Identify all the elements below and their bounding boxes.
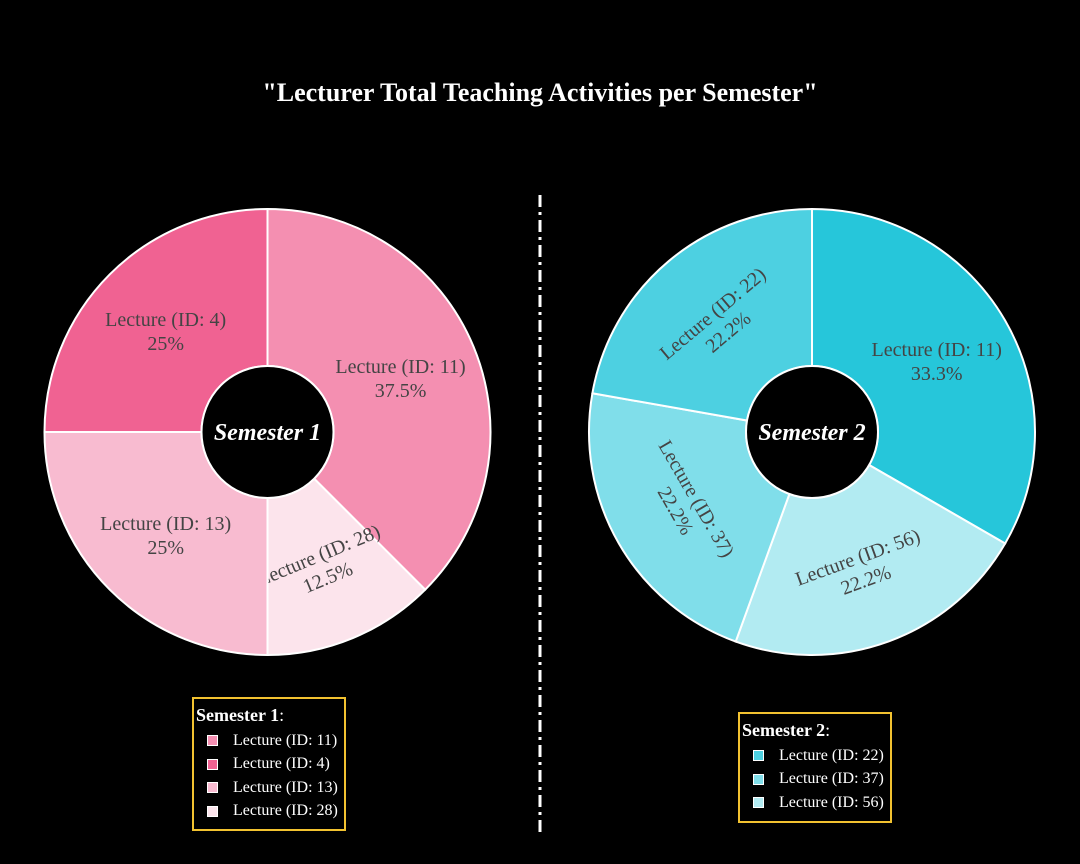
slice-percent: 33.3%: [911, 363, 963, 385]
donut-hole: [745, 365, 879, 499]
legend-swatch: [207, 735, 218, 747]
legend-item: Lecture (ID: 13): [196, 776, 338, 800]
slice-label-group: Lecture (ID: 4)25%: [105, 309, 226, 355]
legend-title: Semester 1:: [196, 705, 285, 725]
legend-swatch: [753, 750, 764, 762]
legend-semester-2: Semester 2: Lecture (ID: 22) Lecture (ID:…: [738, 712, 892, 823]
legend-label: Lecture (ID: 37): [779, 770, 884, 788]
slice-label: Lecture (ID: 13): [100, 513, 231, 535]
slice-percent: 25%: [147, 537, 184, 559]
legend-item: Lecture (ID: 28): [196, 800, 338, 824]
legend-label: Lecture (ID: 4): [233, 755, 330, 773]
legend-swatch: [207, 758, 218, 770]
hole-label: Semester 1: [214, 420, 321, 446]
legend-label: Lecture (ID: 56): [779, 793, 884, 811]
slice-label-group: Lecture (ID: 13)25%: [100, 513, 231, 559]
legend-semester-1: Semester 1: Lecture (ID: 11) Lecture (ID:…: [192, 697, 346, 831]
legend-title: Semester 2:: [742, 720, 831, 740]
legend-item: Lecture (ID: 11): [196, 729, 338, 753]
slice-label: Lecture (ID: 11): [872, 339, 1002, 361]
legend-label: Lecture (ID: 22): [779, 746, 884, 764]
legend-label: Lecture (ID: 28): [233, 802, 338, 820]
hole-label: Semester 2: [758, 420, 865, 446]
slice-label-group: Lecture (ID: 11)33.3%: [872, 339, 1002, 385]
legend-item: Lecture (ID: 56): [742, 791, 884, 815]
legend-swatch: [207, 782, 218, 794]
legend-item: Lecture (ID: 22): [742, 744, 884, 768]
legend-label: Lecture (ID: 13): [233, 778, 338, 796]
chart-title: "Lecturer Total Teaching Activities per …: [262, 78, 818, 107]
donut-hole: [200, 365, 335, 499]
slice-percent: 25%: [147, 333, 184, 355]
legend-swatch: [753, 797, 764, 809]
slice-label: Lecture (ID: 4): [105, 309, 226, 331]
slice-label-group: Lecture (ID: 11)37.5%: [335, 356, 465, 402]
legend-swatch: [207, 805, 218, 817]
slice-percent: 37.5%: [375, 380, 427, 402]
legend-label: Lecture (ID: 11): [233, 731, 338, 749]
legend-item: Lecture (ID: 37): [742, 768, 884, 792]
legend-swatch: [753, 773, 764, 785]
legend-item: Lecture (ID: 4): [196, 753, 338, 777]
slice-label: Lecture (ID: 11): [335, 356, 465, 378]
